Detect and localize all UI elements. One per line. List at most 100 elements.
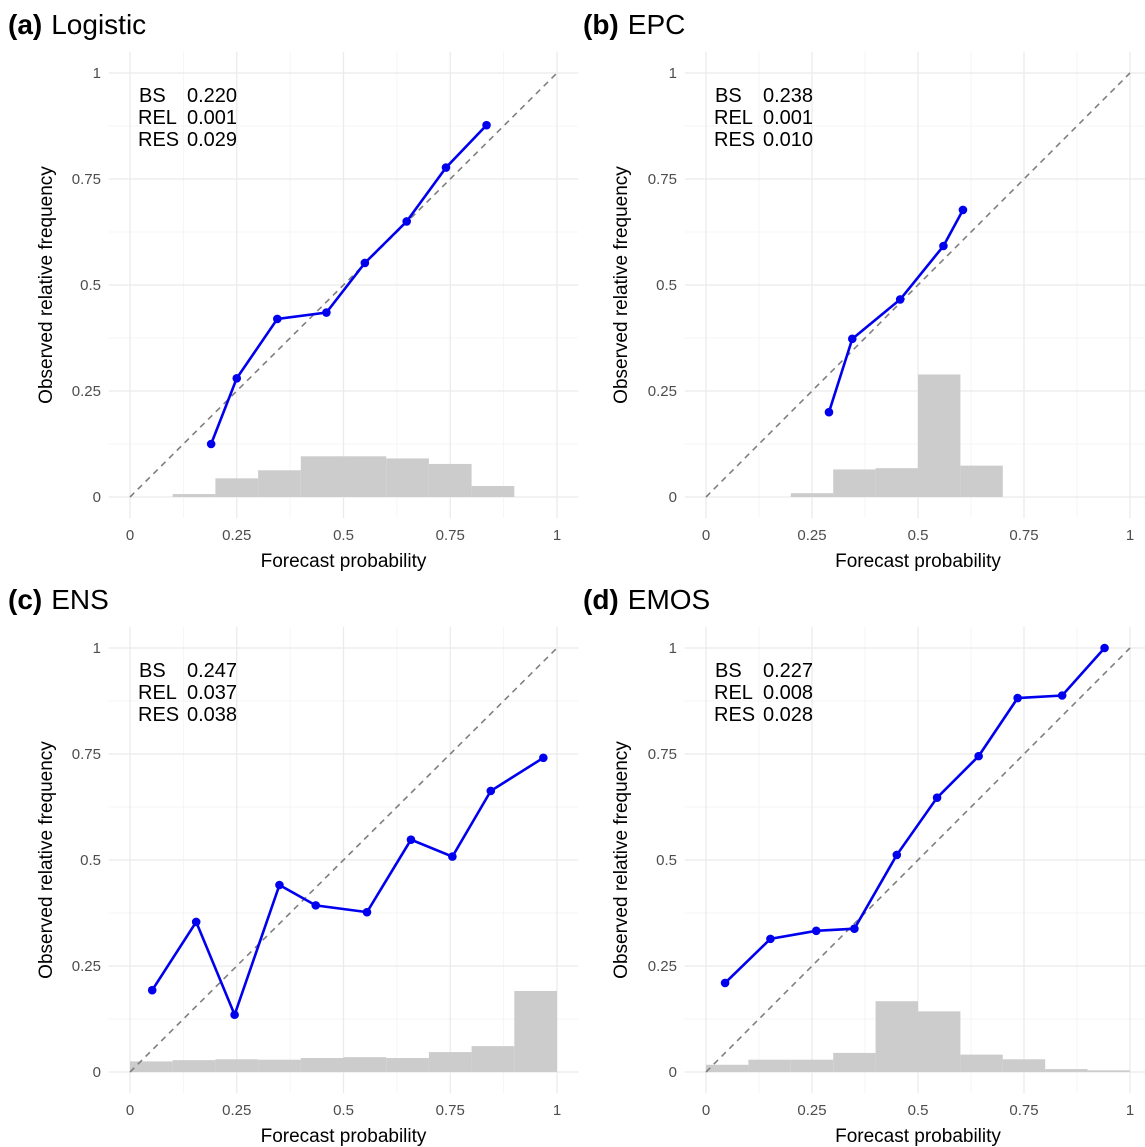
histogram-bar — [875, 1001, 918, 1072]
reliability-point — [402, 217, 411, 226]
y-tick-label: 0.75 — [648, 171, 677, 188]
histogram-bar — [343, 1057, 387, 1072]
reliability-point — [974, 751, 983, 761]
panel-title: (d) EMOS — [583, 584, 710, 615]
x-tick-label: 0 — [126, 527, 134, 544]
reliability-point — [1013, 693, 1022, 703]
panel-title: (c) ENS — [8, 584, 109, 615]
x-tick-label: 0.5 — [333, 527, 354, 544]
reliability-point — [482, 120, 491, 130]
reliability-points — [206, 120, 491, 449]
stats-label-bs: BS — [715, 85, 742, 107]
histogram — [172, 456, 515, 497]
x-tick-label: 0 — [702, 1102, 710, 1119]
stats-label-res: RES — [138, 129, 179, 151]
reliability-point — [1100, 643, 1109, 653]
reliability-point — [539, 753, 548, 763]
panel-title-text: EMOS — [628, 584, 710, 615]
y-tick-label: 0 — [93, 489, 101, 506]
y-tick-label: 0 — [93, 1064, 101, 1081]
histogram-bar — [130, 1061, 173, 1072]
histogram-bar — [258, 1059, 301, 1072]
y-tick-label: 0.25 — [648, 958, 677, 975]
diagonal-reference-line — [705, 647, 1131, 1073]
y-tick-label: 0 — [669, 1064, 677, 1081]
stats-label-rel: REL — [138, 107, 177, 129]
x-tick-label: 1 — [553, 527, 561, 544]
histogram-bar — [790, 1059, 834, 1072]
x-tick-label: 0.75 — [436, 527, 465, 544]
histogram-bar — [706, 1064, 749, 1072]
y-tick-label: 0.5 — [656, 852, 677, 869]
x-tick-label: 0.25 — [222, 527, 251, 544]
histogram-bar — [172, 494, 216, 497]
reliability-point — [892, 850, 902, 860]
y-axis-title: Observed relative frequency — [36, 741, 57, 979]
diagonal-reference-line — [705, 72, 1131, 498]
reliability-point — [441, 163, 451, 172]
x-tick-label: 0.25 — [222, 1102, 251, 1119]
x-tick-label: 0 — [126, 1102, 134, 1119]
x-axis-title: Forecast probability — [261, 551, 427, 572]
reliability-point — [824, 407, 834, 417]
reliability-point — [486, 786, 496, 796]
y-tick-label: 0.75 — [72, 171, 101, 188]
histogram-bar — [471, 1046, 515, 1072]
x-tick-label: 0.75 — [436, 1102, 465, 1119]
x-axis-title: Forecast probability — [261, 1126, 427, 1147]
x-tick-label: 0.75 — [1009, 527, 1038, 544]
histogram-bar — [258, 470, 301, 497]
x-tick-label: 0.75 — [1009, 1102, 1038, 1119]
histogram-bar — [386, 1058, 429, 1072]
reliability-point — [932, 793, 942, 802]
histogram-bar — [960, 465, 1003, 497]
panel-emos: 0 0.25 0.5 0.75 1 0 0.25 0.5 0.75 1 Forecast proba… — [583, 584, 1145, 1147]
reliability-point — [311, 901, 321, 910]
histogram-bar — [748, 1059, 791, 1072]
histogram-bar — [918, 1011, 961, 1072]
x-tick-label: 0 — [702, 527, 710, 544]
panel-epc: 0 0.25 0.5 0.75 1 0 0.25 0.5 0.75 1 Forecast proba… — [583, 9, 1145, 572]
histogram-bar — [1045, 1069, 1088, 1072]
histogram — [130, 991, 557, 1072]
x-axis-title: Forecast probability — [835, 551, 1001, 572]
stats-label-bs: BS — [139, 85, 166, 107]
x-tick-label: 0.5 — [908, 527, 929, 544]
panel-title-text: ENS — [51, 584, 109, 615]
reliability-point — [362, 907, 372, 917]
reliability-point — [206, 439, 216, 449]
stats-value-rel: 0.001 — [187, 107, 237, 129]
panel-title: (b) EPC — [583, 9, 685, 40]
stats-value-res: 0.028 — [763, 704, 813, 726]
reliability-point — [360, 258, 370, 268]
stats-label-bs: BS — [139, 660, 166, 682]
y-tick-label: 1 — [669, 640, 677, 657]
histogram-bar — [428, 1052, 472, 1072]
y-axis-title: Observed relative frequency — [36, 166, 57, 404]
reliability-point — [322, 308, 331, 317]
reliability-point — [406, 835, 416, 844]
stats-value-rel: 0.037 — [187, 682, 237, 704]
reliability-line — [209, 124, 488, 445]
histogram-bar — [918, 374, 961, 497]
histogram-bar — [514, 991, 557, 1072]
y-tick-label: 1 — [669, 65, 677, 82]
stats-label-res: RES — [714, 704, 755, 726]
stats-value-res: 0.010 — [763, 129, 813, 151]
reliability-points — [720, 643, 1109, 988]
panel-tag: (b) — [583, 9, 619, 40]
histogram-bar — [790, 493, 834, 497]
y-tick-label: 1 — [93, 640, 101, 657]
grid — [684, 51, 1145, 519]
stats-value-res: 0.038 — [187, 704, 237, 726]
panel-title: (a) Logistic — [8, 9, 146, 40]
y-tick-label: 0.5 — [80, 852, 101, 869]
panel-tag: (a) — [8, 9, 42, 40]
y-tick-label: 0.75 — [72, 746, 101, 763]
panel-tag: (c) — [8, 584, 42, 615]
reliability-point — [273, 314, 282, 324]
x-tick-label: 1 — [1126, 1102, 1134, 1119]
reliability-point — [811, 926, 821, 936]
reliability-point — [895, 295, 905, 304]
panel-title-text: Logistic — [51, 9, 146, 40]
